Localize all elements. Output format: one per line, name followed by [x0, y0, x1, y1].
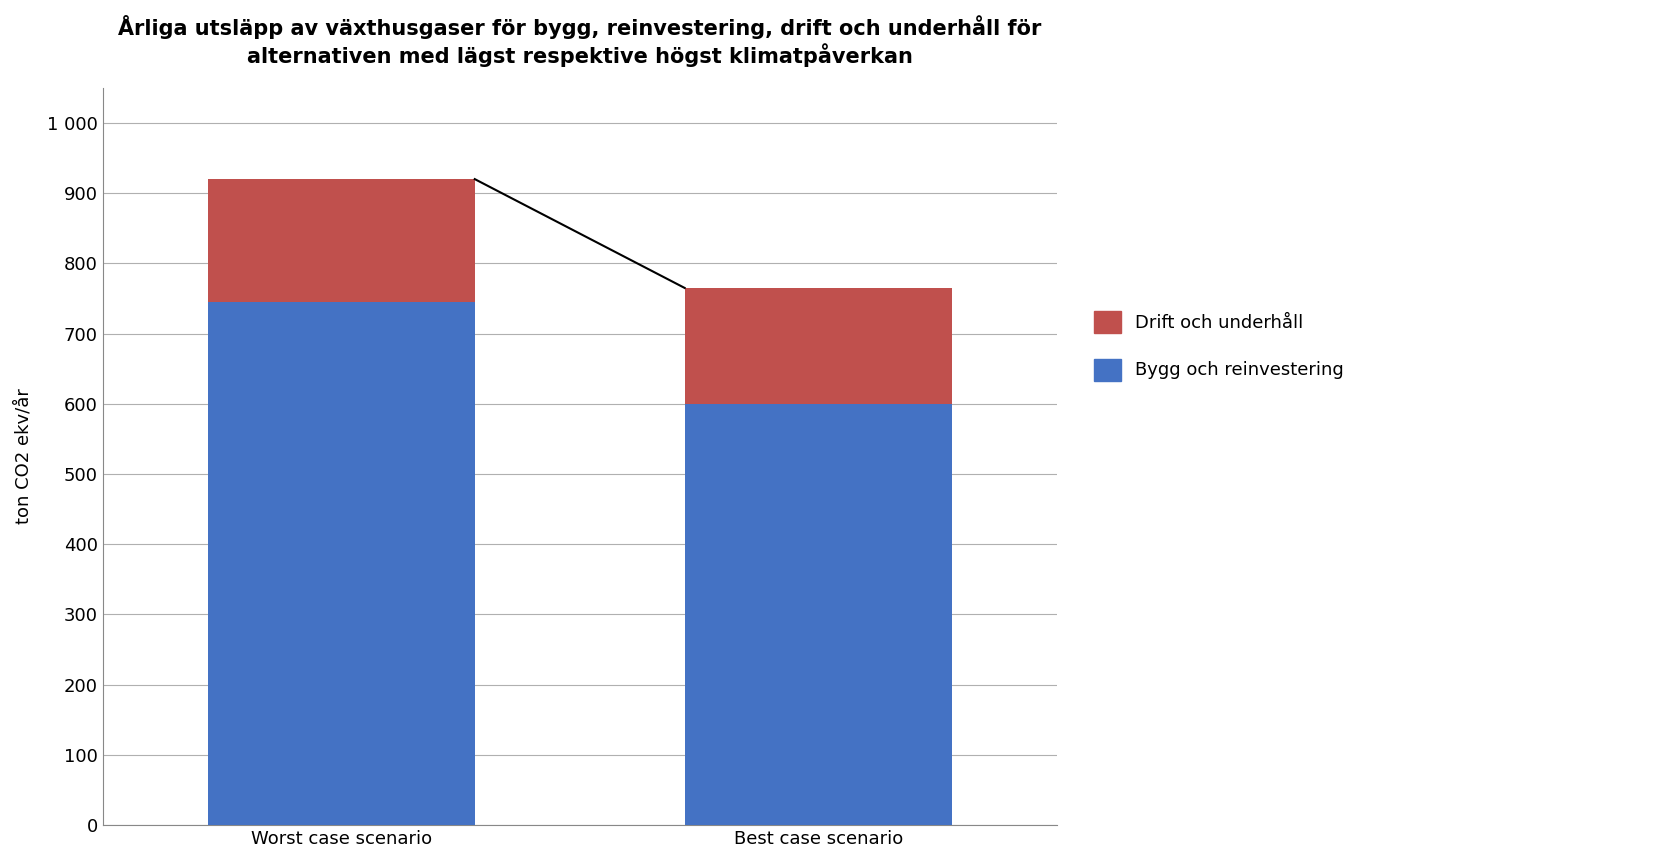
Bar [684, 288, 953, 404]
Y-axis label: ton CO2 ekv/år: ton CO2 ekv/år [15, 388, 34, 525]
Bar [208, 302, 475, 825]
Bar [684, 404, 953, 825]
Title: Årliga utsläpp av växthusgaser för bygg, reinvestering, drift och underhåll för
: Årliga utsläpp av växthusgaser för bygg,… [117, 15, 1041, 66]
Legend: Drift och underhåll, Bygg och reinvestering: Drift och underhåll, Bygg och reinvester… [1085, 302, 1353, 389]
Bar [208, 180, 475, 302]
